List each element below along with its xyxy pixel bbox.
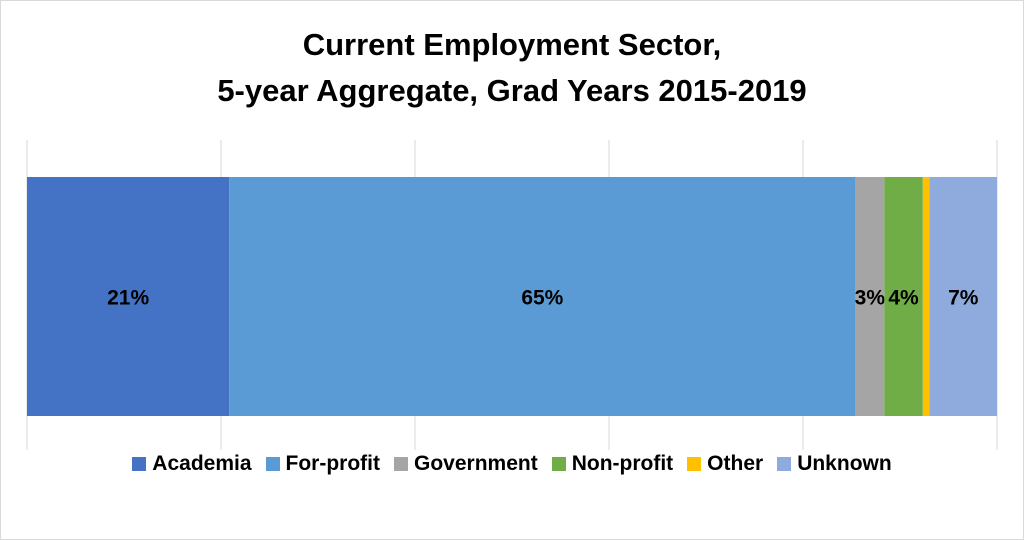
- data-label: 3%: [855, 287, 886, 310]
- chart-title-line-1: Current Employment Sector,: [302, 27, 722, 62]
- data-label: 7%: [948, 287, 979, 310]
- legend-label: For-profit: [285, 452, 380, 475]
- chart-title: Current Employment Sector, 5-year Aggreg…: [0, 22, 1024, 114]
- bar-segment-for-profit: [229, 177, 856, 416]
- legend-swatch: [551, 457, 566, 471]
- legend-swatch: [265, 457, 280, 471]
- data-label: 65%: [521, 287, 563, 310]
- chart-title-line-2: 5-year Aggregate, Grad Years 2015-2019: [217, 73, 807, 108]
- legend-swatch: [687, 457, 702, 471]
- legend-item: For-profit: [265, 452, 380, 476]
- legend-swatch: [132, 457, 147, 471]
- legend-swatch: [394, 457, 408, 471]
- bar-segment-non-profit: [884, 177, 923, 416]
- legend: Academia For-profit Government Non-profit Ot…: [0, 449, 1024, 479]
- legend-label: Academia: [152, 452, 252, 475]
- bar-segment-unknown: [929, 177, 997, 416]
- legend-item: Other: [687, 452, 763, 476]
- legend-swatch: [777, 457, 792, 471]
- legend-label: Government: [414, 452, 538, 475]
- bar-segment-government: [855, 177, 885, 416]
- bar-segment-other: [922, 177, 930, 416]
- legend-item: Government: [394, 452, 538, 476]
- legend-label: Non-profit: [571, 452, 674, 475]
- bar-segment-academia: [27, 177, 230, 416]
- data-label: 4%: [888, 287, 919, 310]
- legend-label: Unknown: [797, 452, 892, 475]
- legend-item: Academia: [132, 452, 252, 476]
- data-label: 21%: [107, 287, 149, 310]
- legend-item: Unknown: [777, 452, 892, 476]
- legend-label: Other: [707, 452, 764, 475]
- legend-item: Non-profit: [551, 452, 674, 476]
